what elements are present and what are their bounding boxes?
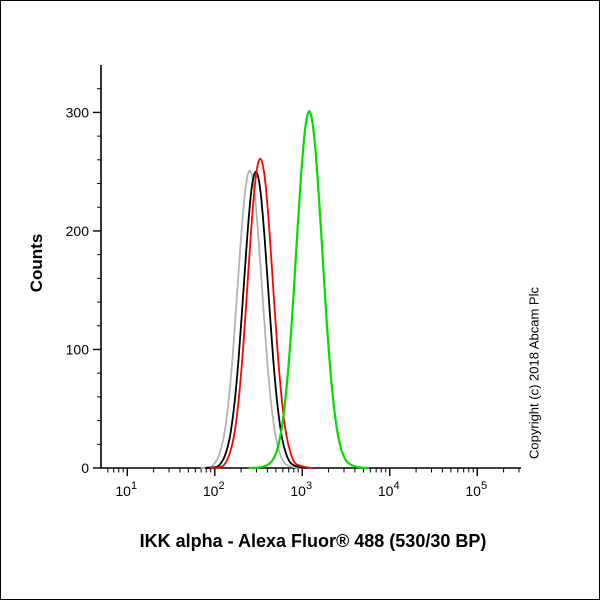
x-tick-label: 104	[378, 480, 400, 499]
x-tick-label: 101	[115, 480, 137, 499]
series-green-curve	[248, 110, 369, 470]
copyright-notice: Copyright (c) 2018 Abcam Plc	[526, 287, 542, 459]
x-tick-label: 105	[465, 480, 487, 499]
series-gray-curve	[200, 169, 304, 469]
x-tick-label: 102	[203, 480, 225, 499]
y-tick-label: 0	[81, 460, 89, 476]
y-tick-label: 200	[66, 223, 90, 239]
y-tick-label: 100	[66, 341, 90, 357]
x-axis-title: IKK alpha - Alexa Fluor® 488 (530/30 BP)	[139, 531, 487, 551]
x-tick-label: 103	[290, 480, 312, 499]
series-red-curve	[209, 157, 314, 469]
y-tick-label: 300	[66, 104, 90, 120]
y-axis-title: Counts	[27, 233, 46, 293]
